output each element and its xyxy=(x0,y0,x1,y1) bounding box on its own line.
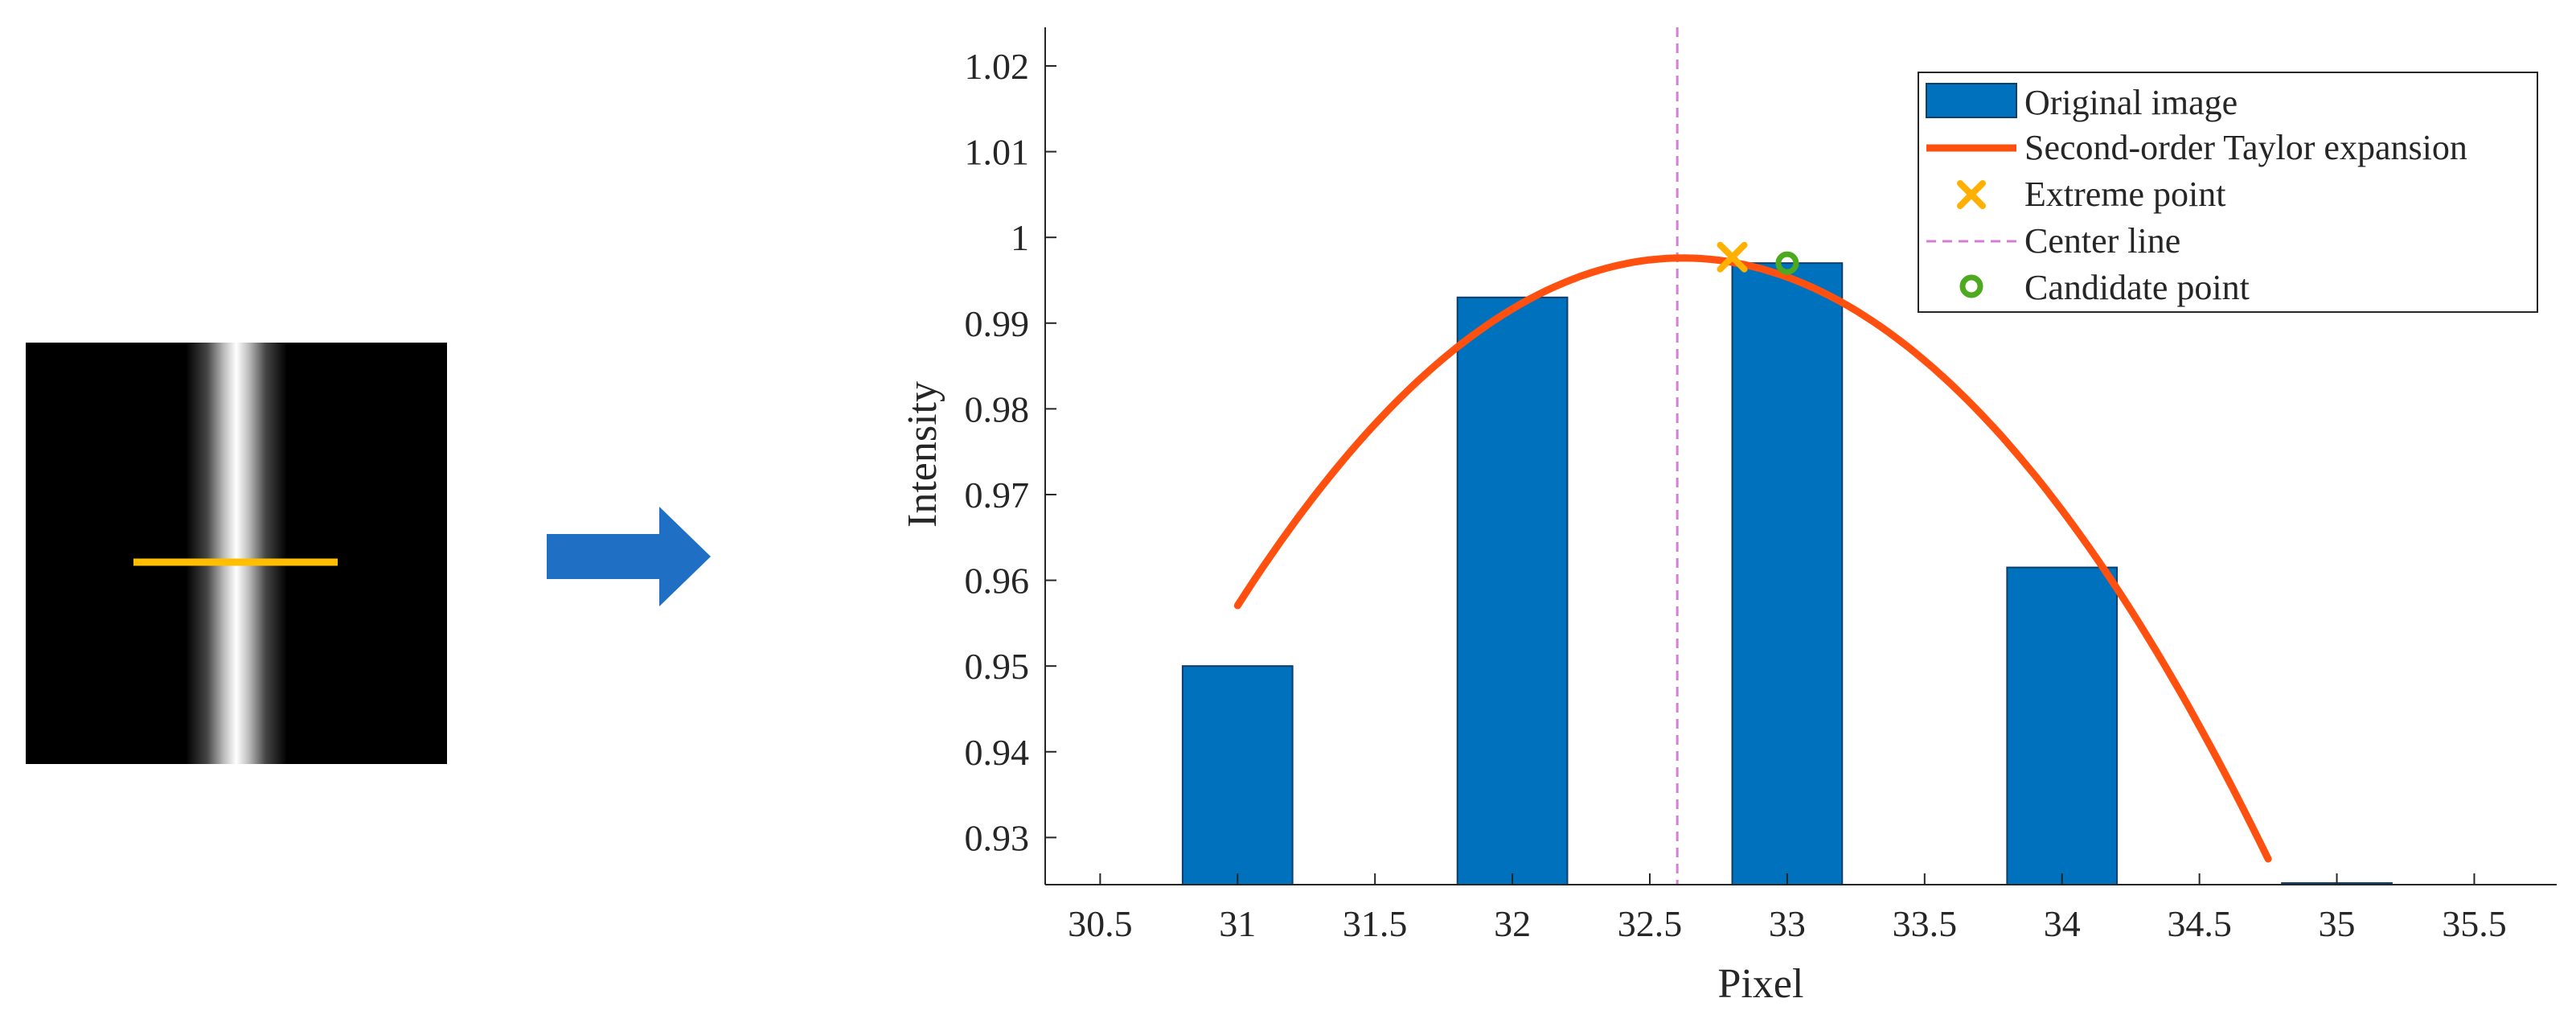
y-tick-label: 0.99 xyxy=(965,303,1030,344)
legend-extreme-swatch xyxy=(1957,180,1986,209)
y-axis-ticks: 0.93 0.94 0.95 0.96 0.97 0.98 0.99 1 1.01 1.02 xyxy=(965,46,1056,858)
bars-group xyxy=(1181,262,2393,886)
y-tick-label: 0.95 xyxy=(965,646,1030,687)
y-tick-label: 0.97 xyxy=(965,474,1030,516)
bar-33 xyxy=(1731,262,1844,885)
right-arrow-icon xyxy=(547,507,711,606)
x-axis-ticks: 30.5 31 31.5 32 32.5 33 33.5 34 34.5 35 35.5 xyxy=(1068,873,2507,944)
x-tick-label: 33.5 xyxy=(1893,903,1958,944)
y-tick-label: 0.98 xyxy=(965,388,1030,429)
x-tick-label: 34.5 xyxy=(2167,903,2232,944)
y-tick-label: 0.94 xyxy=(965,732,1030,773)
y-tick-label: 0.93 xyxy=(965,817,1030,858)
x-tick-label: 32.5 xyxy=(1618,903,1683,944)
x-tick-label: 30.5 xyxy=(1068,903,1133,944)
legend-label-taylor: Second-order Taylor expansion xyxy=(2024,128,2467,167)
legend-box xyxy=(1918,72,2538,313)
bar-32 xyxy=(1456,296,1569,886)
y-axis-label: Intensity xyxy=(900,381,945,528)
y-tick-label: 1 xyxy=(1011,217,1029,258)
y-tick-label: 0.96 xyxy=(965,561,1030,602)
extreme-point-marker xyxy=(1717,241,1748,273)
legend-bar-swatch xyxy=(1926,83,2017,118)
x-tick-label: 33 xyxy=(1769,903,1806,944)
candidate-point-marker xyxy=(1775,251,1799,275)
y-tick-label: 1.02 xyxy=(965,46,1030,87)
y-tick-label: 1.01 xyxy=(965,132,1030,173)
intensity-profile-chart: 30.5 31 31.5 32 32.5 33 33.5 34 34.5 35 35.5 0.930… xyxy=(900,27,2557,1007)
taylor-fit-curve xyxy=(1233,254,2272,863)
stripe-image xyxy=(26,343,447,764)
bar-31 xyxy=(1181,665,1294,885)
legend-label-center: Center line xyxy=(2024,221,2180,261)
legend-label-original: Original image xyxy=(2024,83,2238,122)
legend-label-candidate: Candidate point xyxy=(2024,268,2250,307)
x-axis-label: Pixel xyxy=(1718,961,1804,1007)
x-tick-label: 35 xyxy=(2319,903,2356,944)
bar-34 xyxy=(2006,566,2119,886)
x-tick-label: 31 xyxy=(1219,903,1256,944)
stripe-image-patch xyxy=(26,343,447,764)
legend-label-extreme: Extreme point xyxy=(2024,175,2226,214)
axes xyxy=(1044,27,2557,885)
legend: Original image Second-order Taylor expan… xyxy=(1918,72,2538,313)
x-tick-label: 31.5 xyxy=(1343,903,1408,944)
x-tick-label: 32 xyxy=(1494,903,1531,944)
legend-candidate-swatch xyxy=(1959,274,1983,298)
x-tick-label: 35.5 xyxy=(2442,903,2507,944)
x-tick-label: 34 xyxy=(2044,903,2081,944)
